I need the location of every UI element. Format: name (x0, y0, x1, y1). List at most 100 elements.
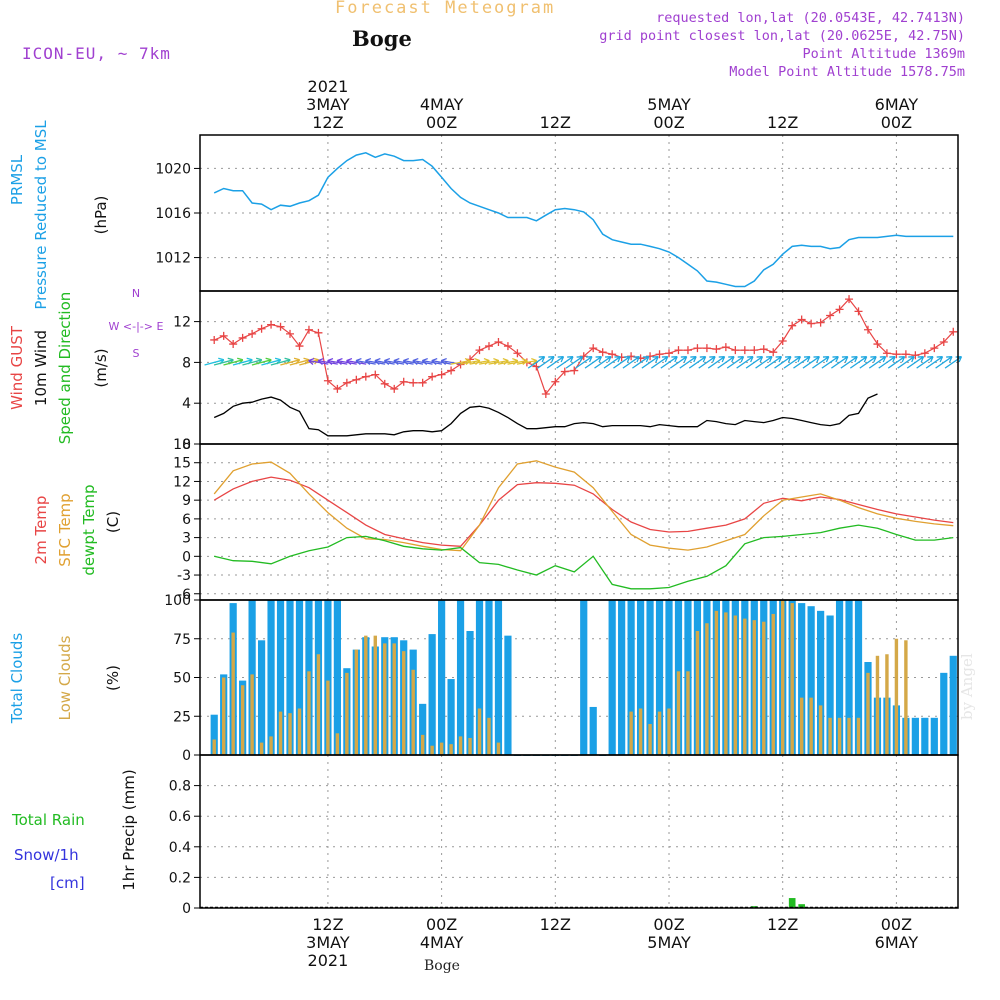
gust-marker (503, 342, 512, 351)
low-cloud-bar (487, 717, 491, 755)
gust-marker (257, 324, 266, 333)
low-cloud-bar (752, 620, 756, 755)
low-cloud-bar (856, 717, 861, 755)
wind-arrow-shaft (935, 356, 953, 369)
gust-marker (702, 344, 711, 353)
temp-dewpt-line (214, 524, 954, 590)
wind-arrow-shaft (327, 360, 348, 365)
wind-arrow (783, 356, 801, 369)
wind-arrow-shaft (546, 356, 564, 369)
top-time-label: 00Z (881, 113, 912, 132)
low-cloud-bar (790, 603, 794, 755)
low-cloud-bar (411, 669, 415, 755)
wind-arrow (688, 356, 707, 369)
wind-arrow-head (908, 356, 915, 363)
low-cloud-bar (307, 671, 311, 755)
wind-arrow (374, 357, 395, 365)
wind-arrow-shaft (906, 356, 924, 369)
top-date-label: 6MAY (875, 95, 919, 114)
gust-marker (447, 366, 456, 375)
wind-arrow-head (355, 357, 362, 365)
wind-arrow-shaft (916, 356, 934, 369)
low-cloud-bar (648, 724, 652, 755)
wind-arrow-shaft (793, 356, 811, 369)
wind-arrow-shaft (374, 360, 395, 365)
total-cloud-bar (466, 631, 474, 755)
wind-arrow-shaft (707, 356, 725, 369)
gust-marker (778, 336, 787, 345)
low-cloud-bar (269, 736, 273, 755)
total-cloud-bar (210, 714, 218, 755)
wind-arrow (935, 356, 953, 369)
pressure-unit: (hPa) (92, 196, 110, 235)
wind-arrow (802, 356, 820, 369)
wind-arrow-head (548, 356, 555, 363)
wind-arrow-head (917, 356, 925, 363)
bottom-location: Boge (424, 958, 460, 974)
total-cloud-bar (618, 600, 626, 755)
gust-marker (475, 346, 484, 355)
gust-marker (939, 338, 948, 346)
total-cloud-bar (807, 606, 815, 755)
gust-marker (286, 329, 295, 338)
low-cloud-bar (221, 677, 226, 755)
panel-frame (199, 754, 959, 909)
wind-arrow (925, 356, 944, 369)
gust-marker (295, 342, 304, 351)
total-cloud-bar (504, 635, 512, 755)
wind-arrow (707, 356, 726, 369)
temp-2m-line (213, 476, 954, 547)
wind-arrow-head (308, 357, 315, 365)
low-cloud-bar (667, 708, 671, 755)
wind-arrow-head (421, 357, 428, 365)
wind-arrow-shaft (660, 356, 678, 369)
low-cloud-bar (345, 672, 349, 755)
model-label: ICON-EU, ~ 7km (22, 44, 171, 63)
wind-arrow-shaft (641, 356, 659, 369)
pressure-label-long: Pressure Reduced to MSL (32, 120, 50, 310)
wind-arrow-head (365, 357, 372, 365)
gust-marker (551, 377, 560, 386)
gust-marker (229, 340, 238, 349)
wind-arrow-shaft (412, 360, 433, 365)
low-cloud-bar (449, 744, 453, 755)
wind-arrow (565, 356, 584, 369)
gust-marker (589, 344, 598, 353)
wind-arrow-head (860, 356, 868, 363)
y-tick-label: 0 (182, 549, 191, 565)
total-cloud-bar (949, 655, 957, 755)
low-cloud-bar (799, 697, 804, 755)
total-cloud-bar (627, 600, 635, 755)
low-cloud-bar (771, 613, 775, 755)
top-date-label: 5MAY (647, 95, 691, 114)
wind-arrow-head (623, 356, 631, 363)
y-tick-label: 18 (173, 437, 191, 453)
wind-speed-line (213, 393, 878, 437)
wind-arrow (346, 357, 367, 365)
wind-arrow (546, 356, 565, 369)
total-cloud-bar (580, 600, 588, 755)
low-cloud-bar (629, 711, 633, 755)
bottom-time-label: 12Z (540, 915, 571, 934)
gust-marker (949, 327, 958, 336)
wind-arrow-shaft (223, 359, 243, 366)
low-cloud-bar (458, 736, 463, 755)
gust-marker (769, 348, 778, 357)
wind-arrow (421, 357, 443, 365)
wind-arrow (745, 356, 764, 369)
wind-arrow-shaft (289, 359, 310, 366)
wind-arrow-shaft (450, 360, 471, 365)
bottom-time-label: 12Z (767, 915, 798, 934)
compass-s: S (133, 347, 140, 360)
watermark: by Angel (958, 653, 976, 720)
y-tick-label: -3 (177, 568, 191, 584)
wind-arrow (906, 356, 925, 369)
wind-arrow (431, 357, 452, 365)
total-cloud-bar (276, 600, 285, 755)
wind-arrow-head (936, 356, 944, 363)
gust-marker (721, 343, 730, 352)
gust-marker (826, 311, 835, 320)
wind-arrow-shaft (460, 360, 480, 365)
gust-marker (816, 318, 825, 327)
